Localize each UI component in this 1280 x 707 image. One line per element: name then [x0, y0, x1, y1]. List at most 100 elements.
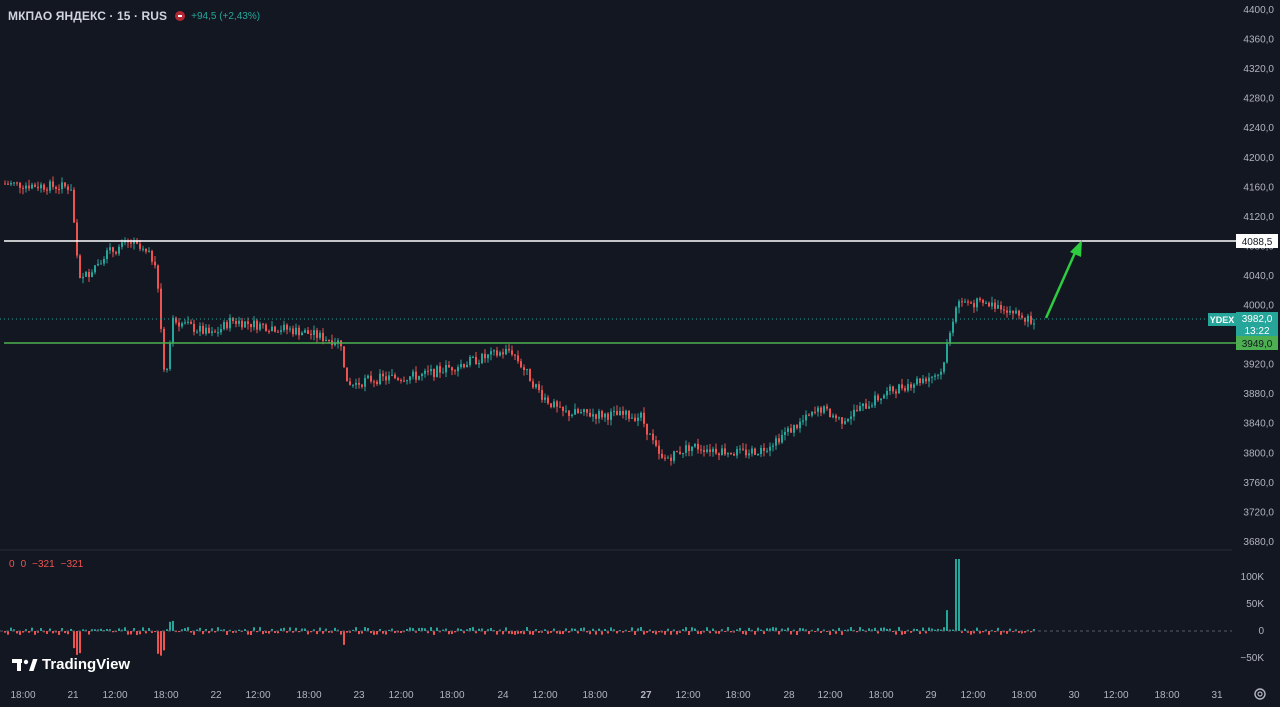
volume-bar [151, 631, 153, 633]
volume-bar [460, 629, 462, 631]
volume-bar [781, 628, 783, 631]
candle-body [730, 453, 732, 455]
volume-bar [754, 631, 756, 635]
volume-bar [196, 629, 198, 631]
candles [4, 176, 1035, 466]
volume-bar [523, 631, 525, 635]
candle-body [778, 438, 780, 443]
volume-bar [835, 631, 837, 634]
candle-body [796, 424, 798, 429]
volume-bar [511, 631, 513, 635]
gear-icon[interactable] [1254, 688, 1266, 700]
volume-bar [445, 628, 447, 631]
candle-body [619, 410, 621, 416]
candle-body [31, 184, 33, 189]
candle-body [91, 272, 93, 277]
volume-bar [85, 629, 87, 631]
volume-bar [181, 629, 183, 631]
volume-bar [109, 629, 111, 631]
volume-bar [517, 631, 519, 634]
volume-bar [985, 629, 987, 631]
volume-bar [136, 631, 138, 635]
candle-body [148, 250, 150, 252]
candle-body [415, 371, 417, 380]
volume-bar [988, 631, 990, 635]
volume-bar [865, 631, 867, 633]
volume-bar [619, 629, 621, 631]
symbol-title[interactable]: МКПАО ЯНДЕКС · 15 · RUS [8, 9, 168, 23]
candle-body [412, 371, 414, 377]
candle-body [19, 182, 21, 188]
volume-bar [868, 628, 870, 631]
time-tick-label: 18:00 [725, 690, 750, 701]
volume-bar [724, 631, 726, 633]
candle-body [139, 243, 141, 249]
candle-body [937, 374, 939, 376]
candle-body [109, 247, 111, 251]
candle-body [889, 386, 891, 391]
volume-bar [343, 631, 345, 645]
volume-bar [697, 631, 699, 634]
candle-body [544, 397, 546, 400]
volume-bar [385, 631, 387, 635]
volume-bar [706, 627, 708, 631]
price-tick-label: 3840,0 [1243, 419, 1274, 430]
candle-body [364, 378, 366, 387]
volume-bar [193, 631, 195, 635]
volume-bar [703, 631, 705, 633]
candle-body [781, 434, 783, 443]
volume-bar [451, 631, 453, 635]
volume-bar [289, 627, 291, 631]
volume-bar [901, 631, 903, 635]
price-tick-label: 4160,0 [1243, 182, 1274, 193]
price-tick-label: 4040,0 [1243, 271, 1274, 282]
candle-body [214, 331, 216, 333]
candle-body [13, 182, 15, 184]
candle-body [613, 411, 615, 413]
volume-bar [379, 628, 381, 631]
candle-body [907, 384, 909, 391]
volume-bar [16, 631, 18, 634]
candle-body [388, 375, 390, 381]
candle-body [133, 240, 135, 244]
candle-body [787, 428, 789, 432]
volume-bar [469, 628, 471, 631]
up-arrow[interactable] [1044, 240, 1082, 319]
candle-body [322, 332, 324, 341]
candle-body [448, 364, 450, 368]
volume-bar [982, 631, 984, 633]
volume-bar [649, 629, 651, 631]
candle-body [919, 378, 921, 384]
candle-body [100, 263, 102, 265]
candle-body [241, 320, 243, 328]
candle-body [157, 265, 159, 289]
time-tick-label: 28 [783, 690, 795, 701]
candle-body [73, 189, 75, 223]
candle-body [70, 189, 72, 191]
candle-body [799, 421, 801, 429]
candle-body [568, 410, 570, 416]
volume-bar [844, 629, 846, 631]
candle-body [121, 242, 123, 247]
volume-bar [628, 631, 630, 633]
volume-bar [586, 631, 588, 633]
candle-body [7, 183, 9, 185]
candle-body [835, 415, 837, 419]
volume-bar [721, 629, 723, 631]
volume-bar [403, 631, 405, 633]
volume-bar [268, 631, 270, 634]
volume-bar [25, 629, 27, 631]
volume-bar [82, 629, 84, 631]
volume-bar [922, 627, 924, 631]
volume-bar [280, 628, 282, 631]
candle-body [385, 376, 387, 381]
candle-body [52, 181, 54, 187]
volume-bar [853, 629, 855, 631]
candle-body [589, 412, 591, 417]
volume-bar [766, 628, 768, 631]
volume-bar [49, 628, 51, 631]
candle-body [583, 409, 585, 413]
tradingview-logo[interactable]: TradingView [12, 656, 130, 673]
candle-body [319, 332, 321, 338]
